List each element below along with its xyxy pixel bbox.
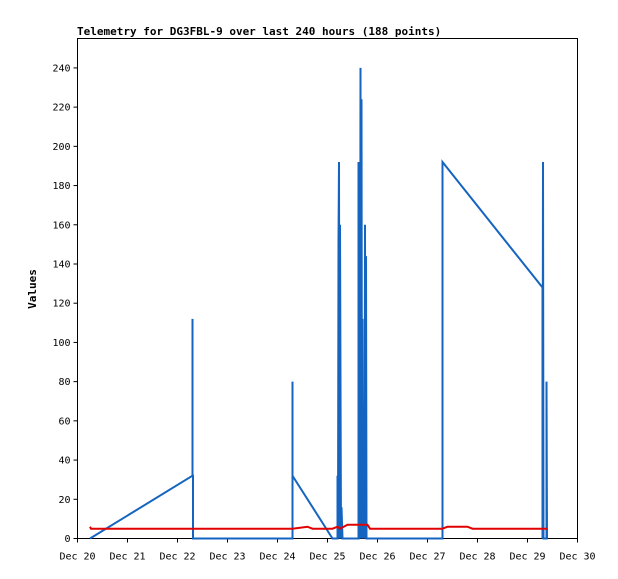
y-axis-ticks: 0 20 40 60 80 100 120 140 160 180 200 220 240 bbox=[52, 63, 78, 545]
y-tick-label: 0 bbox=[64, 534, 70, 545]
y-tick-label: 80 bbox=[58, 377, 70, 388]
series-layer bbox=[89, 67, 548, 540]
series-line-2 bbox=[89, 523, 548, 530]
x-tick-label: Dec 27 bbox=[409, 552, 445, 563]
x-tick-label: Dec 24 bbox=[259, 552, 295, 563]
y-tick-label: 20 bbox=[58, 495, 70, 506]
x-tick-label: Dec 22 bbox=[159, 552, 195, 563]
x-tick-label: Dec 30 bbox=[559, 552, 595, 563]
plot-area bbox=[77, 38, 578, 539]
y-tick-label: 220 bbox=[52, 103, 70, 114]
y-tick-label: 140 bbox=[52, 259, 70, 270]
y-tick-label: 240 bbox=[52, 63, 70, 74]
x-tick-label: Dec 28 bbox=[459, 552, 495, 563]
y-tick-label: 60 bbox=[58, 416, 70, 427]
x-tick-label: Dec 21 bbox=[109, 552, 145, 563]
y-tick-label: 40 bbox=[58, 456, 70, 467]
x-axis-ticks: Dec 20 Dec 21 Dec 22 Dec 23 Dec 24 Dec 25 Dec … bbox=[59, 538, 596, 563]
y-tick-label: 120 bbox=[52, 299, 70, 310]
x-tick-label: Dec 23 bbox=[209, 552, 245, 563]
x-tick-label: Dec 26 bbox=[359, 552, 395, 563]
x-tick-label: Dec 25 bbox=[309, 552, 345, 563]
x-tick-label: Dec 20 bbox=[59, 552, 95, 563]
y-axis-label: Values bbox=[26, 269, 39, 309]
y-tick-label: 200 bbox=[52, 142, 70, 153]
y-tick-label: 100 bbox=[52, 338, 70, 349]
series-line-1 bbox=[89, 67, 548, 540]
y-tick-label: 160 bbox=[52, 220, 70, 231]
y-tick-label: 180 bbox=[52, 181, 70, 192]
x-tick-label: Dec 29 bbox=[509, 552, 545, 563]
chart-title: Telemetry for DG3FBL-9 over last 240 hou… bbox=[77, 25, 441, 38]
